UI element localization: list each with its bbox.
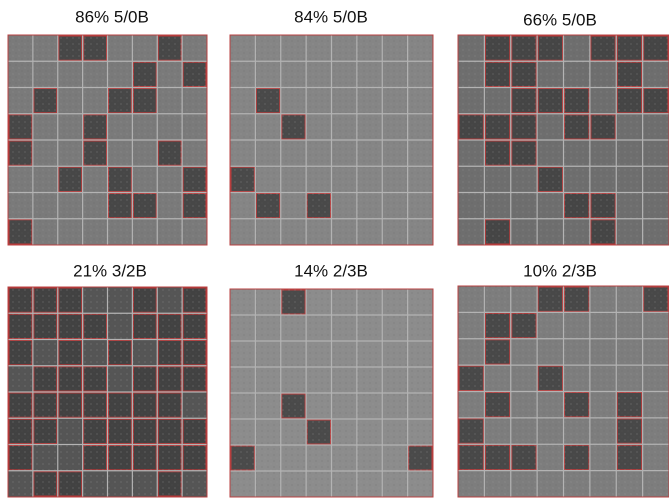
- panel-label: 10% 2/3B: [523, 261, 597, 280]
- panel-label: 66% 5/0B: [523, 10, 597, 29]
- panel: 14% 2/3B: [230, 261, 433, 497]
- panel: 66% 5/0B: [458, 10, 669, 245]
- panel: 21% 3/2B: [8, 261, 207, 497]
- panel: 86% 5/0B: [8, 7, 207, 245]
- panel: 10% 2/3B: [458, 261, 669, 497]
- panel-label: 86% 5/0B: [75, 7, 149, 26]
- figure: 86% 5/0B 84% 5/0B 66% 5/0B 21% 3/2B 14% 2/3B…: [0, 0, 669, 499]
- panel-label: 21% 3/2B: [73, 261, 147, 280]
- panel-label: 84% 5/0B: [294, 7, 368, 26]
- panel: 84% 5/0B: [230, 7, 433, 245]
- panel-label: 14% 2/3B: [294, 261, 368, 280]
